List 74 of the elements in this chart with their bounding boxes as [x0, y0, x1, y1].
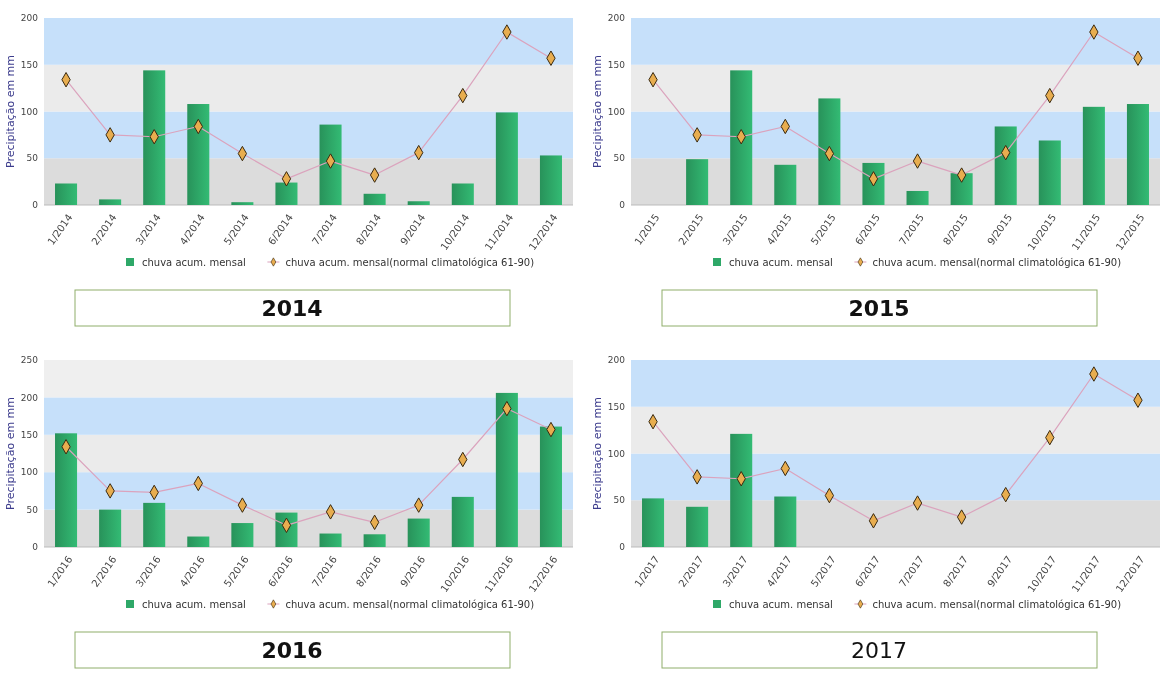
- bar: [539, 426, 562, 547]
- text: 2017: [851, 637, 907, 663]
- bar: [539, 155, 562, 205]
- y-tick-label: 200: [20, 13, 39, 24]
- bar: [143, 502, 166, 547]
- bar: [451, 496, 474, 547]
- y-tick-label: 200: [20, 392, 39, 403]
- bar: [950, 173, 973, 205]
- bar: [55, 433, 78, 547]
- bar: [187, 536, 210, 547]
- bar: [407, 201, 430, 205]
- bar: [495, 392, 518, 547]
- text: 2015: [848, 295, 910, 321]
- y-tick-label: 150: [20, 429, 39, 440]
- bar: [1038, 140, 1061, 205]
- bar: [495, 112, 518, 205]
- y-tick-label: 250: [20, 355, 39, 366]
- bar: [686, 159, 709, 205]
- y-tick-label: 50: [613, 495, 626, 506]
- bar: [686, 506, 709, 547]
- y-tick-label: 150: [607, 401, 626, 412]
- bar: [99, 509, 122, 547]
- legend-label: chuva acum. mensal(normal climatológica 61-90): [285, 598, 535, 610]
- y-axis-title: Precipitação em mm: [591, 54, 604, 169]
- bar: [774, 496, 797, 547]
- y-axis-title: Precipitação em mm: [4, 54, 17, 169]
- y-tick-label: 100: [607, 106, 626, 117]
- y-tick-label: 100: [607, 448, 626, 459]
- y-axis-title: Precipitação em mm: [4, 396, 17, 511]
- text: 2016: [261, 637, 323, 663]
- y-tick-label: 50: [613, 153, 626, 164]
- bar: [730, 433, 753, 547]
- bar: [363, 534, 386, 547]
- y-tick-label: 0: [32, 200, 39, 211]
- bar: [818, 98, 841, 205]
- y-tick-label: 200: [607, 13, 626, 24]
- bar: [994, 126, 1017, 205]
- y-tick-label: 50: [26, 504, 39, 515]
- y-tick-label: 0: [32, 542, 39, 553]
- bar: [1082, 106, 1105, 205]
- bar: [730, 70, 753, 205]
- bar: [407, 518, 430, 547]
- legend-label: chuva acum. mensal: [142, 256, 246, 268]
- bar: [187, 104, 210, 205]
- y-axis-title: Precipitação em mm: [591, 396, 604, 511]
- legend-label: chuva acum. mensal(normal climatológica 61-90): [872, 598, 1122, 610]
- y-tick-label: 150: [20, 59, 39, 70]
- bar: [275, 182, 298, 205]
- y-tick-label: 0: [619, 200, 626, 211]
- y-tick-label: 0: [619, 542, 626, 553]
- bar: [451, 183, 474, 205]
- bar: [319, 533, 342, 547]
- y-tick-label: 100: [20, 106, 39, 117]
- bar: [906, 190, 929, 205]
- bar: [319, 124, 342, 205]
- text: 2014: [261, 295, 323, 321]
- legend-label: chuva acum. mensal(normal climatológica 61-90): [285, 256, 535, 268]
- bar: [231, 523, 254, 547]
- bar: [1126, 104, 1149, 205]
- bar: [143, 70, 166, 205]
- y-tick-label: 200: [607, 355, 626, 366]
- legend-label: chuva acum. mensal: [729, 598, 833, 610]
- y-tick-label: 50: [26, 153, 39, 164]
- y-tick-label: 100: [20, 467, 39, 478]
- bar: [99, 199, 122, 205]
- legend-label: chuva acum. mensal(normal climatológica 61-90): [872, 256, 1122, 268]
- bar: [642, 498, 665, 547]
- bar: [231, 202, 254, 205]
- y-tick-label: 150: [607, 59, 626, 70]
- bar: [55, 183, 78, 205]
- legend-label: chuva acum. mensal: [729, 256, 833, 268]
- legend-label: chuva acum. mensal: [142, 598, 246, 610]
- bar: [363, 193, 386, 205]
- bar: [774, 164, 797, 205]
